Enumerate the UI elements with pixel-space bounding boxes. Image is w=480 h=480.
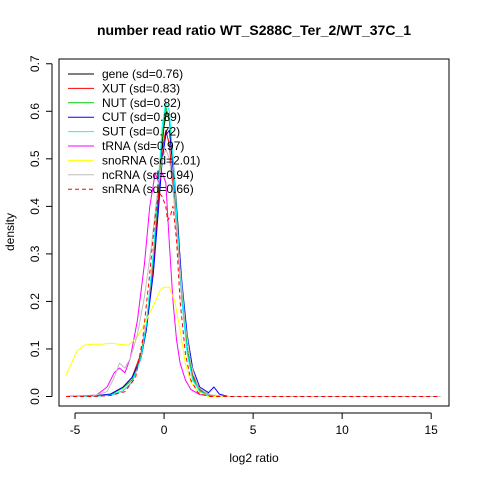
legend-entry: CUT (sd=0.89): [102, 110, 181, 124]
y-tick-label: 0.7: [28, 55, 42, 72]
legend-entry: snoRNA (sd=2.01): [102, 153, 200, 167]
x-tick-label: 10: [335, 423, 349, 437]
plot-frame: [58, 58, 450, 407]
series-line: [66, 148, 441, 397]
series-line: [66, 101, 441, 397]
y-axis-label: density: [3, 213, 17, 251]
legend: gene (sd=0.76)XUT (sd=0.83)NUT (sd=0.82)…: [68, 67, 200, 196]
chart-title: number read ratio WT_S288C_Ter_2/WT_37C_…: [97, 22, 411, 38]
legend-entry: NUT (sd=0.82): [102, 96, 181, 110]
y-tick-label: 0.6: [28, 103, 42, 120]
legend-entry: XUT (sd=0.83): [102, 81, 180, 95]
series-line: [66, 172, 441, 397]
x-tick-label: -5: [70, 423, 81, 437]
y-tick-label: 0.0: [28, 388, 42, 405]
x-tick-label: 0: [161, 423, 168, 437]
legend-entry: SUT (sd=0.72): [102, 125, 180, 139]
legend-entry: ncRNA (sd=0.94): [102, 168, 194, 182]
legend-entry: tRNA (sd=0.97): [102, 139, 184, 153]
x-axis: -5 0 5 10 15: [70, 412, 439, 437]
y-tick-label: 0.5: [28, 150, 42, 167]
series-line: [66, 129, 441, 397]
y-tick-label: 0.2: [28, 293, 42, 310]
y-tick-label: 0.1: [28, 340, 42, 357]
y-tick-label: 0.3: [28, 245, 42, 262]
x-axis-label: log2 ratio: [229, 451, 279, 465]
y-tick-label: 0.4: [28, 198, 42, 215]
y-axis: 0.0 0.1 0.2 0.3 0.4 0.5 0.6 0.7: [28, 55, 53, 405]
x-tick-label: 15: [425, 423, 439, 437]
legend-entry: gene (sd=0.76): [102, 67, 183, 81]
series-layer: [65, 101, 441, 397]
series-line: [65, 286, 441, 397]
x-tick-label: 5: [250, 423, 257, 437]
legend-entry: snRNA (sd=0.66): [102, 182, 194, 196]
series-line: [66, 191, 441, 397]
